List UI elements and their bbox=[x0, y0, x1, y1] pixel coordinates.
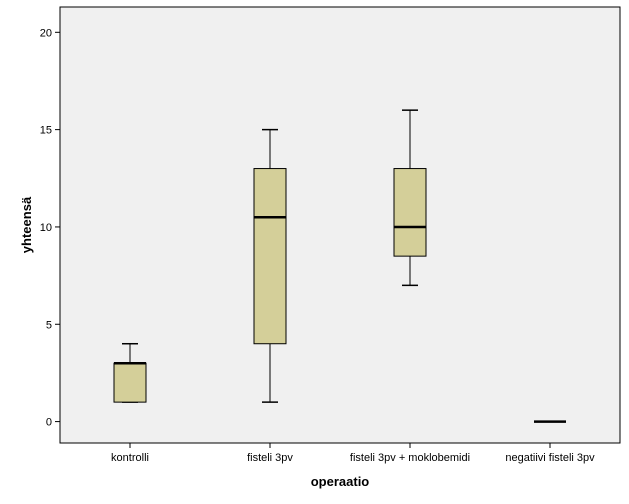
x-axis: kontrolli fisteli 3pv fisteli 3pv + moklob… bbox=[111, 443, 595, 464]
x-tick-label: fisteli 3pv + moklobemidi bbox=[350, 452, 470, 464]
box-iqr bbox=[393, 168, 427, 257]
y-tick-label: 15 bbox=[40, 125, 52, 137]
box-2 bbox=[393, 109, 427, 287]
y-axis: 0 5 10 15 20 bbox=[40, 27, 60, 429]
x-axis-title: operaatio bbox=[311, 474, 370, 489]
y-tick-label: 20 bbox=[40, 27, 52, 39]
y-axis-title: yhteensä bbox=[19, 196, 34, 253]
y-tick-label: 0 bbox=[46, 417, 52, 429]
y-tick-label: 5 bbox=[46, 319, 52, 331]
x-tick-label: negatiivi fisteli 3pv bbox=[505, 452, 595, 464]
box-iqr bbox=[253, 168, 287, 345]
x-tick-label: fisteli 3pv bbox=[247, 452, 293, 464]
x-tick-label: kontrolli bbox=[111, 452, 149, 464]
box-1 bbox=[253, 128, 287, 403]
plot-area bbox=[59, 6, 621, 444]
boxes bbox=[113, 109, 566, 423]
box-0 bbox=[113, 342, 147, 403]
box-iqr bbox=[113, 362, 147, 403]
y-tick-label: 10 bbox=[40, 222, 52, 234]
